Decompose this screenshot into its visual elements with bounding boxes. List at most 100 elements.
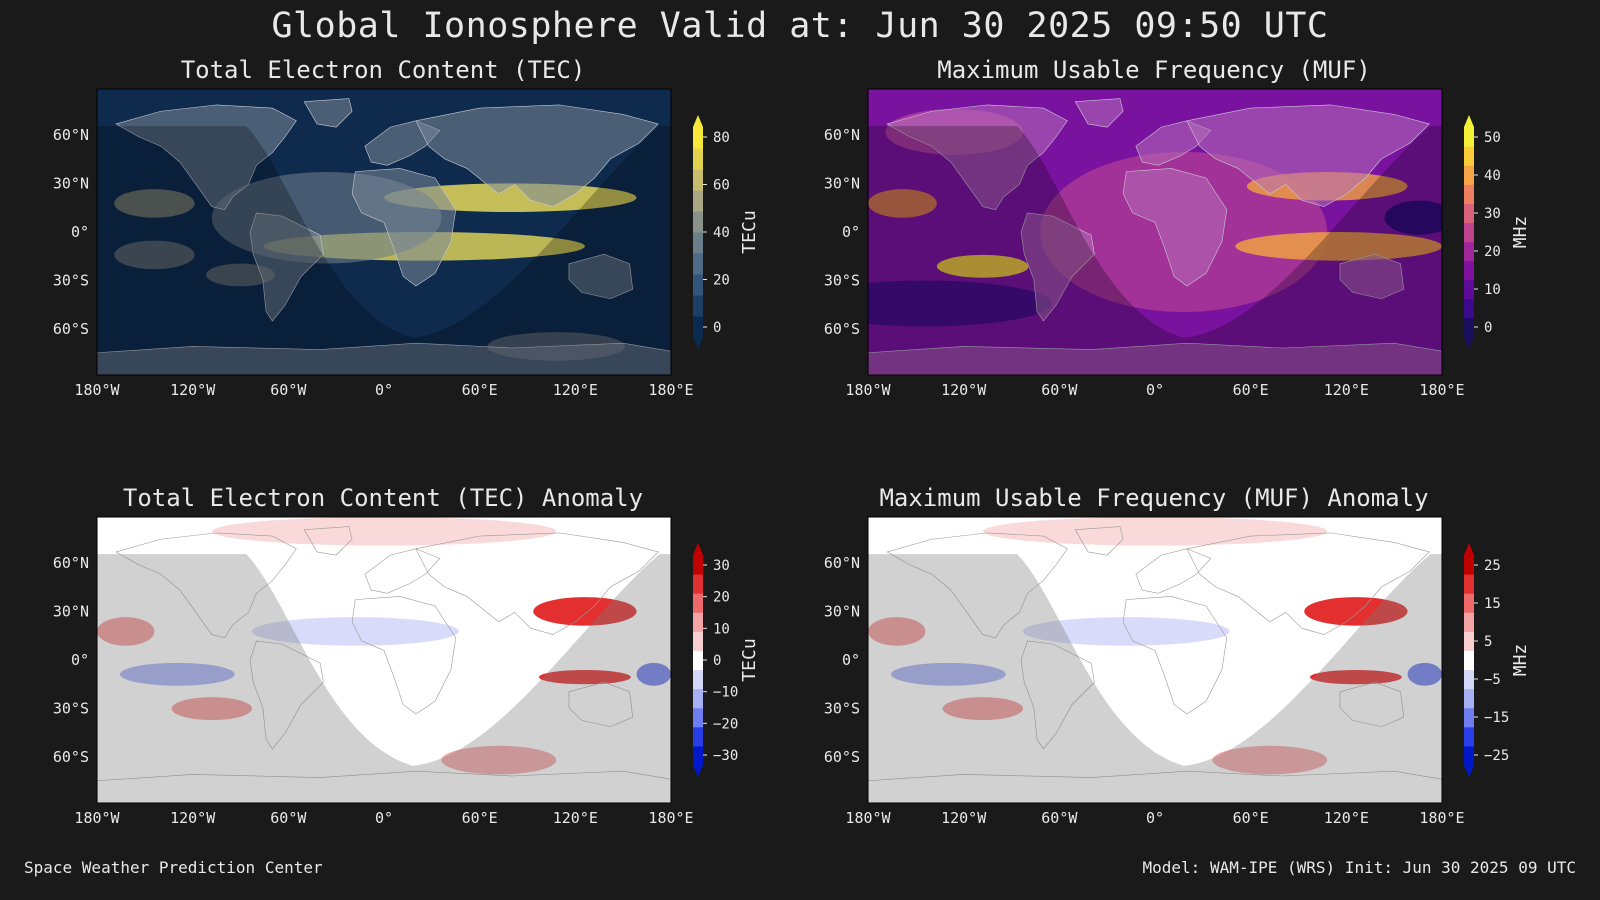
lat-tick-label: 60°N <box>824 554 860 572</box>
colorbar-tick-label: 25 <box>1484 558 1501 574</box>
continent-africa <box>352 168 456 286</box>
colorbar-tick-label: 20 <box>713 590 730 606</box>
lon-tick-label: 120°W <box>941 381 987 399</box>
lon-tick-label: 60°E <box>1233 809 1269 827</box>
colorbar-tick-label: −5 <box>1484 672 1501 688</box>
colorbar: 30 20 10 0 −10 −20 −30 TECu <box>693 543 760 777</box>
continent-australia <box>1340 254 1404 298</box>
lon-tick-label: 0° <box>1146 381 1164 399</box>
colorbar-tick-label: −15 <box>1484 710 1509 726</box>
lat-tick-label: 60°S <box>53 320 89 338</box>
main-title: Global Ionosphere Valid at: Jun 30 2025 … <box>271 6 1329 46</box>
continent-greenland <box>1075 99 1123 128</box>
continent-greenland <box>1075 527 1123 556</box>
continent-antarctica <box>97 771 671 803</box>
colorbar-tick-label: 0 <box>713 320 721 336</box>
colorbar-tick-label: 20 <box>1484 244 1501 260</box>
lat-tick-label: 60°N <box>824 126 860 144</box>
continent-asia <box>416 105 658 207</box>
colorbar-tick-label: 50 <box>1484 130 1501 146</box>
continent-south-america <box>250 641 323 749</box>
continent-north-america <box>116 105 296 210</box>
colorbar-tick-label: 0 <box>713 653 721 669</box>
lon-tick-label: 180°E <box>1419 809 1464 827</box>
lon-tick-label: 120°E <box>553 809 598 827</box>
continent-south-america <box>1021 641 1094 749</box>
panel-title: Maximum Usable Frequency (MUF) <box>937 56 1371 84</box>
lon-tick-label: 60°E <box>462 809 498 827</box>
continent-greenland <box>304 99 352 128</box>
colorbar-tick-label: 10 <box>1484 282 1501 298</box>
continent-africa <box>352 596 456 714</box>
continent-north-america <box>887 533 1067 638</box>
continent-north-america <box>887 105 1067 210</box>
lat-tick-label: 30°N <box>53 602 89 620</box>
lon-tick-label: 60°E <box>1233 381 1269 399</box>
lat-tick-label: 30°N <box>53 174 89 192</box>
lat-tick-label: 30°S <box>53 700 89 718</box>
colorbar: 25 15 5 −5 −15 −25 MHz <box>1464 543 1531 777</box>
colorbar-tick-label: 20 <box>713 273 730 289</box>
colorbar-unit-label: MHz <box>1510 216 1531 249</box>
lon-tick-label: 0° <box>375 809 393 827</box>
continent-antarctica <box>868 343 1442 375</box>
lat-tick-label: 60°N <box>53 554 89 572</box>
continent-australia <box>569 682 633 726</box>
colorbar-tick-label: 5 <box>1484 634 1492 650</box>
lat-tick-label: 30°S <box>824 700 860 718</box>
colorbar: 50 40 30 20 10 0 MHz <box>1464 115 1531 349</box>
lat-tick-label: 30°N <box>824 174 860 192</box>
lat-tick-label: 30°N <box>824 602 860 620</box>
continent-south-america <box>1021 213 1094 321</box>
lon-tick-label: 180°W <box>74 381 120 399</box>
lat-tick-label: 60°S <box>53 748 89 766</box>
colorbar-unit-label: TECu <box>739 210 760 253</box>
lon-tick-label: 180°E <box>648 381 693 399</box>
lat-tick-label: 60°N <box>53 126 89 144</box>
lat-tick-label: 30°S <box>824 272 860 290</box>
colorbar-tick-label: 10 <box>713 621 730 637</box>
lon-tick-label: 180°W <box>74 809 120 827</box>
lon-tick-label: 60°W <box>270 809 307 827</box>
lon-tick-label: 120°W <box>170 381 216 399</box>
continent-asia <box>1187 105 1429 207</box>
lon-tick-label: 0° <box>1146 809 1164 827</box>
continent-greenland <box>304 527 352 556</box>
colorbar-unit-label: TECu <box>739 638 760 681</box>
lon-tick-label: 180°E <box>648 809 693 827</box>
continent-north-america <box>116 533 296 638</box>
continent-australia <box>1340 682 1404 726</box>
colorbar-tick-label: −25 <box>1484 748 1509 764</box>
continent-antarctica <box>868 771 1442 803</box>
lat-tick-label: 60°S <box>824 320 860 338</box>
colorbar-tick-label: 15 <box>1484 596 1501 612</box>
lon-tick-label: 60°W <box>1041 381 1078 399</box>
footer-model-info: Model: WAM-IPE (WRS) Init: Jun 30 2025 0… <box>1142 858 1576 877</box>
lat-tick-label: 0° <box>842 651 860 669</box>
continent-africa <box>1123 168 1227 286</box>
continent-europe <box>365 549 440 593</box>
continent-africa <box>1123 596 1227 714</box>
lon-tick-label: 60°W <box>1041 809 1078 827</box>
lat-tick-label: 0° <box>71 651 89 669</box>
colorbar-tick-label: −20 <box>713 716 738 732</box>
panel-title: Total Electron Content (TEC) <box>180 56 586 84</box>
colorbar-unit-label: MHz <box>1510 644 1531 677</box>
colorbar-tick-label: 60 <box>713 178 730 194</box>
lat-tick-label: 30°S <box>53 272 89 290</box>
lon-tick-label: 180°E <box>1419 381 1464 399</box>
lon-tick-label: 120°E <box>1324 381 1369 399</box>
lon-tick-label: 60°W <box>270 381 307 399</box>
lon-tick-label: 180°W <box>845 809 891 827</box>
colorbar: 80 60 40 20 0 TECu <box>693 115 760 349</box>
lon-tick-label: 120°E <box>553 381 598 399</box>
lon-tick-label: 180°W <box>845 381 891 399</box>
continent-asia <box>1187 533 1429 635</box>
lat-tick-label: 0° <box>71 223 89 241</box>
continent-australia <box>569 254 633 298</box>
colorbar-tick-label: 30 <box>713 558 730 574</box>
panel-title: Maximum Usable Frequency (MUF) Anomaly <box>879 484 1429 512</box>
